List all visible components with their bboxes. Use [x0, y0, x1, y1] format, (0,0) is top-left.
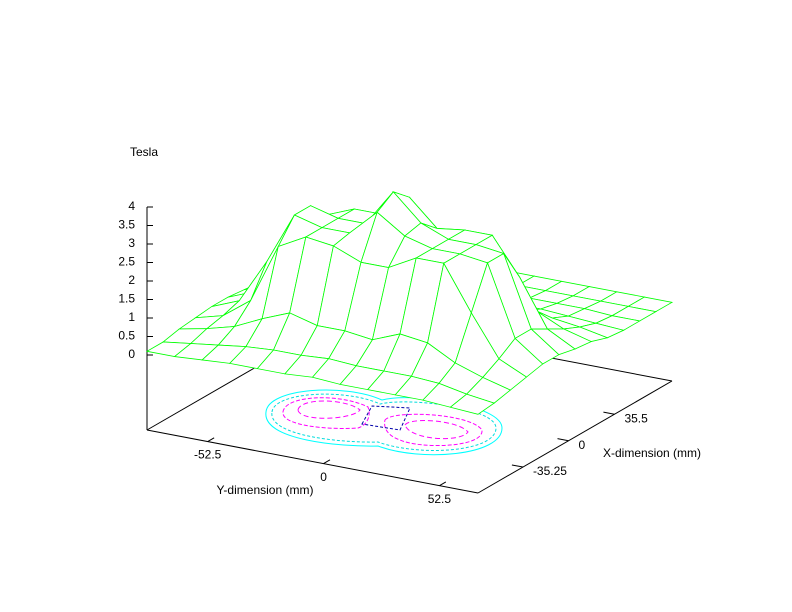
z-tick-label: 3	[128, 236, 135, 250]
x-axis-label: X-dimension (mm)	[603, 446, 701, 460]
x-tick-label: 0	[579, 438, 586, 452]
base-contours	[265, 389, 503, 456]
x-tick	[603, 411, 615, 415]
z-tick-label: 0	[128, 347, 135, 361]
y-axis-label: Y-dimension (mm)	[217, 483, 314, 497]
z-tick-label: 3.5	[118, 218, 135, 232]
y-tick	[207, 437, 215, 442]
z-tick-label: 1	[128, 310, 135, 324]
y-tick-label: 0	[320, 470, 327, 484]
x-tick	[557, 438, 569, 442]
y-axis	[146, 429, 479, 494]
x-axis	[477, 380, 673, 494]
contour-inner	[297, 400, 469, 440]
x-tick-label: 35.5	[624, 411, 648, 425]
z-tick-label: 2	[128, 273, 135, 287]
x-tick	[511, 464, 524, 468]
z-tick-label: 1.5	[118, 292, 135, 306]
surface-cell	[449, 393, 496, 415]
contour-outer-2	[271, 393, 497, 451]
z-axis-label: Tesla	[130, 145, 158, 159]
z-tick-label: 2.5	[118, 255, 135, 269]
contour-core	[361, 405, 411, 431]
y-tick-label: -52.5	[194, 448, 222, 462]
x-tick-label: -35.25	[533, 464, 567, 478]
z-tick-label: 4	[128, 199, 135, 213]
y-tick	[323, 459, 331, 465]
contour-mid	[282, 397, 483, 447]
z-tick-label: 0.5	[118, 329, 135, 343]
y-tick	[439, 481, 447, 487]
contour-outer	[265, 389, 503, 456]
y-tick-label: 52.5	[428, 492, 452, 506]
